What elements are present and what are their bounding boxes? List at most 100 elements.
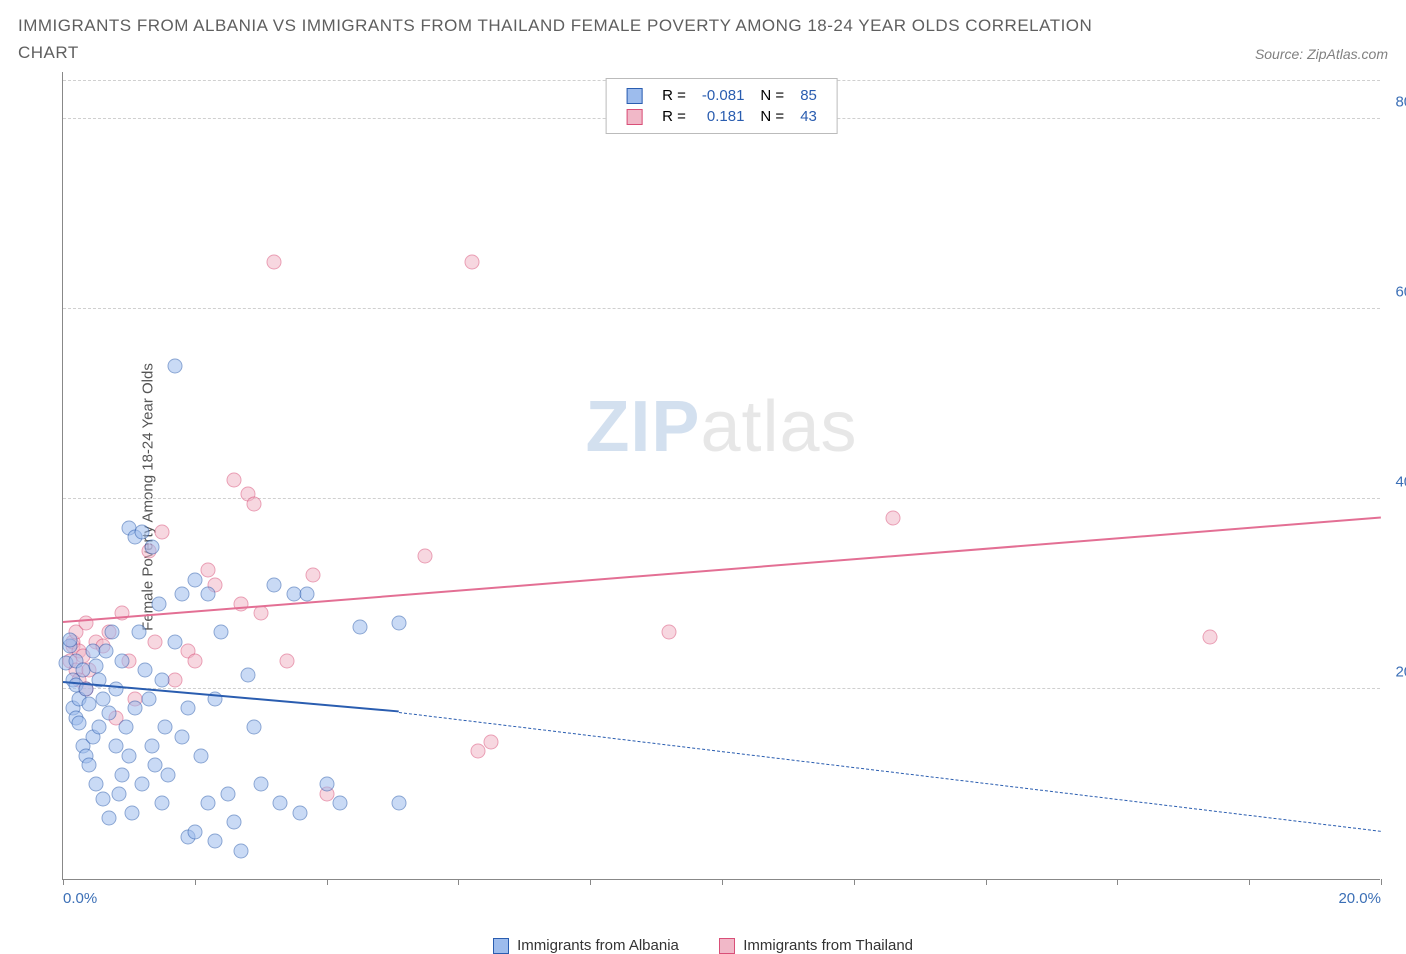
data-point xyxy=(227,473,242,488)
data-point xyxy=(200,587,215,602)
data-point xyxy=(154,796,169,811)
data-point xyxy=(299,587,314,602)
data-point xyxy=(306,568,321,583)
data-point xyxy=(112,786,127,801)
data-point xyxy=(187,572,202,587)
data-point xyxy=(392,796,407,811)
data-point xyxy=(464,254,479,269)
y-tick-label: 20.0% xyxy=(1395,664,1406,681)
gridline xyxy=(63,308,1380,309)
data-point xyxy=(174,729,189,744)
data-point xyxy=(144,739,159,754)
data-point xyxy=(233,843,248,858)
data-point xyxy=(253,777,268,792)
y-tick-label: 40.0% xyxy=(1395,474,1406,491)
data-point xyxy=(115,653,130,668)
data-point xyxy=(240,668,255,683)
albania-n-value: 85 xyxy=(792,85,825,106)
x-tick xyxy=(1381,879,1382,885)
data-point xyxy=(141,691,156,706)
chart-title: IMMIGRANTS FROM ALBANIA VS IMMIGRANTS FR… xyxy=(18,12,1118,66)
data-point xyxy=(319,777,334,792)
x-tick xyxy=(722,879,723,885)
x-tick xyxy=(63,879,64,885)
correlation-legend: R = -0.081 N = 85 R = 0.181 N = 43 xyxy=(605,78,838,134)
thailand-swatch-icon xyxy=(719,938,735,954)
data-point xyxy=(144,539,159,554)
series-legend: Immigrants from Albania Immigrants from … xyxy=(18,937,1388,954)
data-point xyxy=(181,701,196,716)
y-tick-label: 60.0% xyxy=(1395,284,1406,301)
data-point xyxy=(148,634,163,649)
data-point xyxy=(125,805,140,820)
gridline xyxy=(63,688,1380,689)
data-point xyxy=(98,644,113,659)
x-tick xyxy=(854,879,855,885)
data-point xyxy=(293,805,308,820)
data-point xyxy=(187,824,202,839)
data-point xyxy=(418,549,433,564)
data-point xyxy=(95,691,110,706)
data-point xyxy=(131,625,146,640)
data-point xyxy=(138,663,153,678)
data-point xyxy=(128,701,143,716)
source-label: Source: ZipAtlas.com xyxy=(1255,46,1388,66)
y-tick-label: 80.0% xyxy=(1395,93,1406,110)
trend-line xyxy=(399,712,1381,832)
data-point xyxy=(1202,629,1217,644)
data-point xyxy=(662,625,677,640)
x-tick xyxy=(195,879,196,885)
data-point xyxy=(200,563,215,578)
data-point xyxy=(88,658,103,673)
data-point xyxy=(154,672,169,687)
data-point xyxy=(168,672,183,687)
x-tick xyxy=(327,879,328,885)
data-point xyxy=(280,653,295,668)
data-point xyxy=(247,496,262,511)
data-point xyxy=(266,254,281,269)
data-point xyxy=(392,615,407,630)
data-point xyxy=(484,734,499,749)
gridline xyxy=(63,498,1380,499)
trend-line xyxy=(63,516,1381,623)
x-tick xyxy=(986,879,987,885)
data-point xyxy=(332,796,347,811)
data-point xyxy=(886,511,901,526)
data-point xyxy=(220,786,235,801)
thailand-r-value: 0.181 xyxy=(694,106,753,127)
data-point xyxy=(227,815,242,830)
data-point xyxy=(253,606,268,621)
data-point xyxy=(266,577,281,592)
data-point xyxy=(135,777,150,792)
data-point xyxy=(214,625,229,640)
data-point xyxy=(194,748,209,763)
data-point xyxy=(105,625,120,640)
thailand-swatch-icon xyxy=(626,109,642,125)
data-point xyxy=(92,720,107,735)
data-point xyxy=(273,796,288,811)
data-point xyxy=(168,634,183,649)
data-point xyxy=(471,744,486,759)
data-point xyxy=(135,525,150,540)
x-tick xyxy=(590,879,591,885)
data-point xyxy=(62,632,77,647)
data-point xyxy=(154,525,169,540)
data-point xyxy=(121,748,136,763)
plot-area: ZIPatlas R = -0.081 N = 85 R = 0.181 N =… xyxy=(62,72,1380,880)
albania-swatch-icon xyxy=(626,88,642,104)
data-point xyxy=(108,739,123,754)
data-point xyxy=(247,720,262,735)
data-point xyxy=(174,587,189,602)
data-point xyxy=(115,767,130,782)
x-tick-label: 20.0% xyxy=(1338,890,1381,907)
data-point xyxy=(158,720,173,735)
x-tick-label: 0.0% xyxy=(63,890,97,907)
data-point xyxy=(108,682,123,697)
data-point xyxy=(148,758,163,773)
data-point xyxy=(88,777,103,792)
data-point xyxy=(118,720,133,735)
data-point xyxy=(151,596,166,611)
data-point xyxy=(79,615,94,630)
thailand-n-value: 43 xyxy=(792,106,825,127)
data-point xyxy=(82,758,97,773)
